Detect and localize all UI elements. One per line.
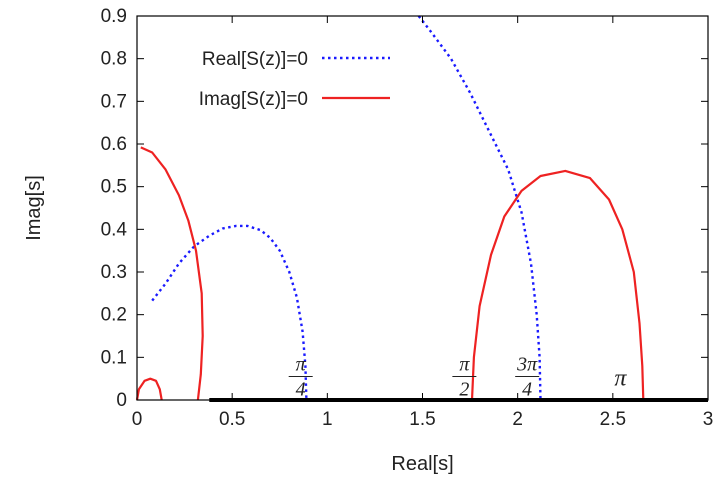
y-tick-label: 0.5: [101, 177, 127, 198]
fraction-denominator: 2: [459, 379, 469, 401]
plot-curves: [135, 15, 708, 402]
x-axis-label: Real[s]: [391, 453, 453, 475]
fraction-numerator: π: [296, 354, 307, 376]
y-tick-label: 0.9: [101, 6, 127, 27]
legend-label: Imag[S(z)]=0: [199, 89, 308, 110]
imag-zero-curve: [135, 377, 163, 401]
legend-label: Real[S(z)]=0: [202, 49, 308, 70]
x-tick-label: 0.5: [219, 409, 245, 430]
x-tick-label: 2.5: [600, 409, 626, 430]
imag-zero-curve: [140, 146, 204, 401]
fraction-annotation: π: [614, 366, 627, 392]
y-tick-label: 0.7: [101, 91, 127, 112]
real-zero-curve: [417, 15, 542, 401]
fraction-annotation: π2: [452, 354, 477, 401]
fraction-annotation: 3π4: [515, 354, 540, 401]
imag-zero-curve: [470, 169, 645, 401]
x-tick-label: 1: [322, 409, 333, 430]
y-tick-label: 0.3: [101, 262, 127, 283]
y-tick-label: 0.4: [101, 219, 128, 240]
plot-frame: [136, 15, 709, 401]
real-zero-curve: [151, 224, 308, 401]
x-tick-label: 1.5: [409, 409, 435, 430]
fraction-numerator: 3π: [516, 354, 538, 376]
y-tick-label: 0.2: [101, 305, 127, 326]
legend: Real[S(z)]=0 Imag[S(z)]=0: [199, 49, 390, 110]
x-tick-label: 0: [132, 409, 143, 430]
pi-label: π: [614, 366, 627, 392]
y-tick-label: 0.6: [101, 134, 127, 155]
fraction-denominator: 4: [522, 379, 532, 401]
y-axis-label: Imag[s]: [23, 175, 45, 241]
x-tick-label: 2: [512, 409, 523, 430]
y-tick-label: 0.1: [101, 347, 127, 368]
fraction-denominator: 4: [296, 379, 306, 401]
y-tick-label: 0.8: [101, 49, 127, 70]
fraction-numerator: π: [459, 354, 470, 376]
y-tick-label: 0: [116, 390, 127, 411]
x-axis-ticks: 0 0.5 1 1.5 2 2.5 3: [132, 16, 714, 430]
x-tick-label: 3: [703, 409, 714, 430]
fraction-annotation: π4: [288, 354, 313, 401]
y-axis-ticks: 0 0.1 0.2 0.3 0.4 0.5 0.6 0.7 0.8 0.9: [101, 6, 708, 411]
